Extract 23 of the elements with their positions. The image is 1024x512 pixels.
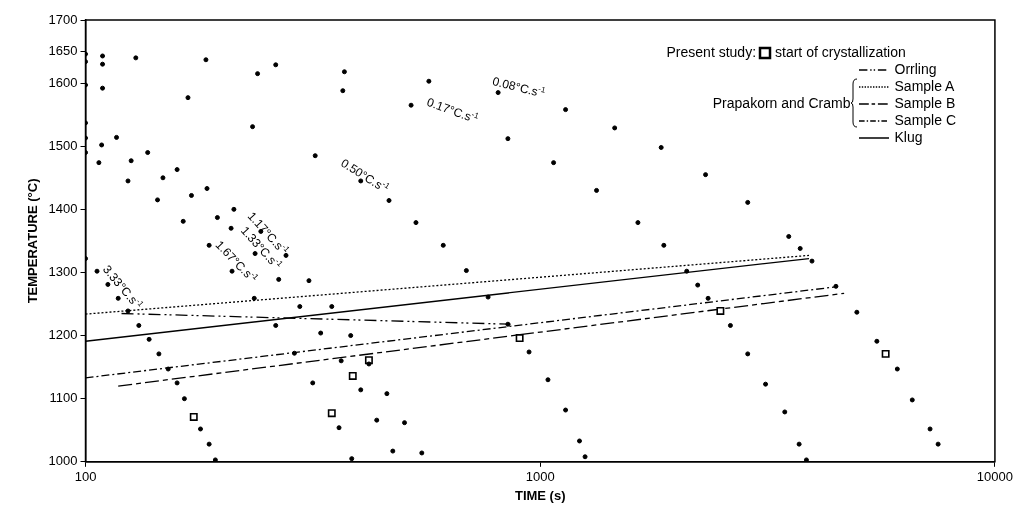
y-tick-label: 1200	[48, 327, 78, 343]
x-axis-title: TIME (s)	[514, 487, 566, 503]
legend-label: Sample C	[894, 112, 956, 129]
y-axis-title: TEMPERATURE (°C)	[25, 178, 41, 304]
legend-label: Orrling	[894, 61, 937, 78]
y-tick-label: 1400	[48, 200, 78, 216]
legend-label: Klug	[894, 129, 923, 146]
y-tick-label: 1500	[48, 137, 78, 153]
legend-label: start of crystallization	[775, 44, 906, 61]
y-tick-label: 1300	[48, 264, 78, 280]
legend-label: Sample A	[894, 78, 955, 95]
x-tick-label: 100	[74, 469, 97, 485]
x-tick-label: 10000	[976, 469, 1013, 485]
annotation: Present study:	[666, 44, 757, 61]
y-tick-label: 1600	[48, 74, 78, 90]
y-tick-label: 1000	[48, 453, 78, 469]
x-tick-label: 1000	[525, 469, 555, 485]
annotation: 0.08°C.s-1	[491, 74, 547, 99]
y-tick-label: 1100	[49, 390, 78, 406]
legend-label: Sample B	[894, 95, 956, 112]
annotation: Prapakorn and Cramb	[712, 95, 851, 112]
y-tick-label: 1700	[48, 11, 78, 27]
y-tick-label: 1650	[48, 43, 78, 59]
